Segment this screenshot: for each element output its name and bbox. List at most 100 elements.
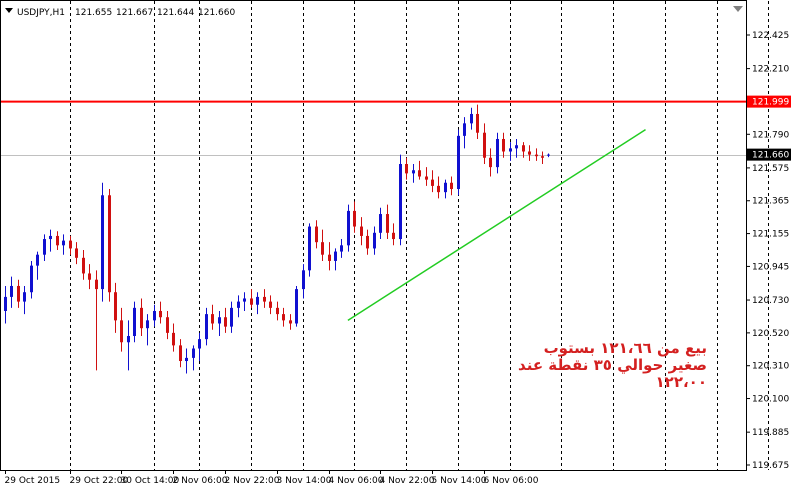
candle [328, 242, 331, 271]
candle [502, 132, 505, 158]
candle [535, 148, 538, 161]
candle-body [353, 210, 356, 227]
candle-body [334, 251, 337, 261]
candle-body [431, 179, 434, 186]
candle [237, 295, 240, 318]
resistance-level-label: 121.999 [752, 98, 789, 108]
candle-body [528, 151, 531, 155]
candle [205, 307, 208, 346]
candle [185, 348, 188, 374]
candle-body [295, 289, 298, 324]
candle [192, 345, 195, 371]
candle-body [379, 214, 382, 233]
candle-body [108, 195, 111, 293]
candle-body [192, 348, 195, 358]
candle [340, 239, 343, 258]
candle-body [321, 242, 324, 255]
candle-body [56, 235, 59, 246]
candle [256, 292, 259, 315]
candle-body [17, 285, 20, 302]
candle [4, 285, 7, 324]
candle-body [308, 226, 311, 271]
candle [75, 242, 78, 265]
x-tick-label: 5 Nov 14:00 [432, 476, 487, 486]
candle [392, 223, 395, 246]
candle-body [315, 226, 318, 243]
candle-body [522, 145, 525, 152]
candle [49, 229, 52, 252]
candle-body [509, 148, 512, 152]
candle-body [340, 245, 343, 252]
candle [405, 157, 408, 180]
candle-body [463, 123, 466, 136]
candle-body [153, 310, 156, 321]
candle-body [172, 332, 175, 346]
candle [146, 314, 149, 346]
candle-body [405, 164, 408, 174]
candle [88, 264, 91, 290]
candle-body [36, 254, 39, 266]
x-tick-label: 3 Nov 14:00 [277, 476, 332, 486]
candle [69, 235, 72, 255]
candle [541, 151, 544, 164]
candle-body [205, 314, 208, 340]
candle [114, 282, 117, 333]
candle [450, 176, 453, 196]
candle-body [450, 182, 453, 190]
candle [36, 251, 39, 280]
candle [172, 323, 175, 352]
candle [282, 307, 285, 327]
symbol-menu-triangle-icon[interactable] [5, 8, 13, 13]
candle [515, 138, 518, 158]
header-open: 121.655 [75, 8, 112, 18]
header-layer: USDJPY,H1 121.655 121.667 121.644 121.66… [5, 6, 743, 18]
candle [412, 164, 415, 183]
trade-note-line-1: بيع من ١٢١،٦٦ بستوب [543, 339, 707, 357]
candle [30, 260, 33, 299]
x-tick-label: 6 Nov 06:00 [484, 476, 539, 486]
candle [10, 276, 13, 308]
candle-body [412, 170, 415, 174]
candle-body [101, 195, 104, 290]
candle-body [218, 317, 221, 324]
candle [437, 176, 440, 199]
candle-body [88, 273, 91, 280]
candle-body [263, 296, 266, 302]
y-tick-label: 119.675 [752, 461, 789, 471]
y-tick-label: 120.100 [752, 395, 789, 405]
candle [425, 167, 428, 186]
candle-body [489, 157, 492, 168]
candle [263, 289, 266, 308]
candle [431, 170, 434, 193]
candle-body [250, 298, 253, 305]
candle-body [243, 298, 246, 302]
candle-body [159, 310, 162, 318]
candle-body [127, 336, 130, 343]
candle [379, 207, 382, 240]
candle-body [133, 307, 136, 336]
candle-body [166, 317, 169, 333]
candle [418, 160, 421, 180]
candle-body [43, 239, 46, 255]
candle-body [269, 301, 272, 308]
candle-body [256, 296, 259, 305]
candle [457, 129, 460, 196]
candle-body [211, 314, 214, 324]
candle [483, 123, 486, 164]
candle-body [366, 235, 369, 249]
x-tick-label: 2 Nov 06:00 [173, 476, 228, 486]
candle [373, 226, 376, 255]
y-tick-label: 120.310 [752, 362, 789, 372]
candle-body [185, 357, 188, 362]
candle [366, 229, 369, 255]
candle [101, 182, 104, 302]
candle [153, 304, 156, 327]
current-price-label: 121.660 [752, 151, 789, 161]
candle-body [62, 240, 65, 246]
scroll-indicator-icon[interactable] [733, 6, 743, 12]
candle [43, 234, 46, 261]
candle [276, 301, 279, 321]
candle [547, 153, 550, 158]
candle [308, 223, 311, 277]
candle-body [535, 154, 538, 157]
